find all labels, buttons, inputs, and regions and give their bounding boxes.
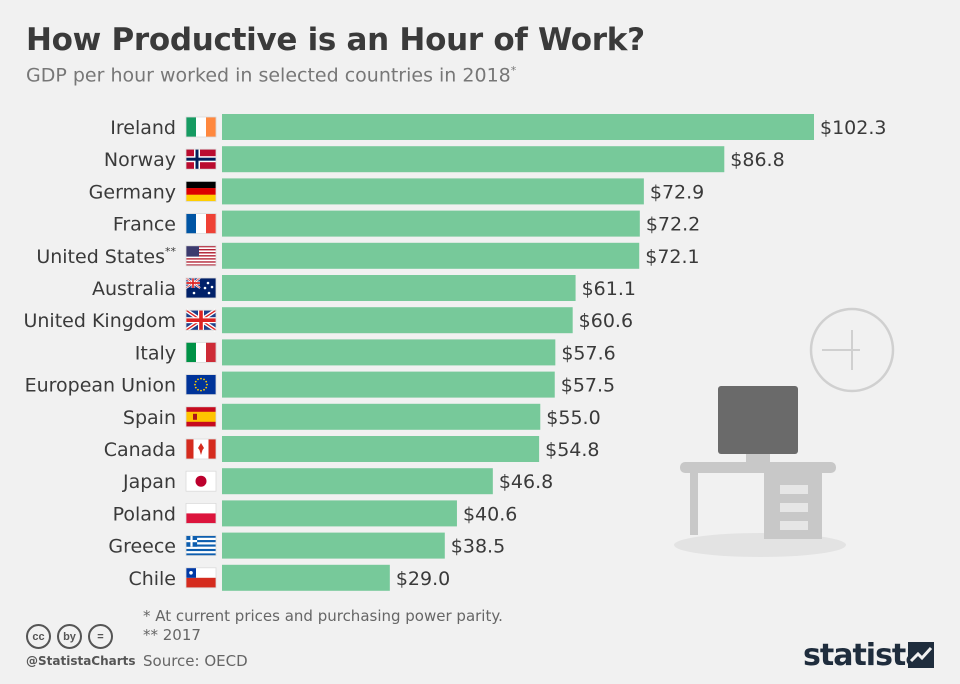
value-label-united-states: $72.1 [645,246,699,268]
value-label-greece: $38.5 [451,536,505,558]
bar-united-kingdom [222,307,573,334]
value-label-spain: $55.0 [546,407,600,429]
subtitle-footnote-mark: * [510,64,517,77]
category-label-united-states: United States** [36,245,176,268]
category-label-japan: Japan [122,471,176,493]
bar-european-union [222,371,555,398]
footnote-2017: ** 2017 [143,626,201,644]
value-label-norway: $86.8 [730,149,784,171]
value-label-japan: $46.8 [499,471,553,493]
bar-japan [222,468,493,495]
united-states-flag-icon [185,245,217,267]
category-label-france: France [113,214,176,236]
bar-chile [222,564,390,591]
source-note: Source: OECD [143,652,248,670]
chile-flag-icon [185,567,217,589]
clock-icon [809,307,895,393]
france-flag-icon [185,213,217,235]
bars-layer: Ireland $102.3 Norway $86.8 Germany $72.9 Fran… [23,114,886,591]
value-label-european-union: $57.5 [561,375,615,397]
greece-flag-icon [185,535,217,556]
canada-flag-icon [185,438,217,460]
japan-flag-icon [185,470,217,492]
computer-monitor-icon [718,386,798,462]
statista-logo-mark-icon [908,642,934,668]
category-label-greece: Greece [108,536,176,558]
category-label-germany: Germany [89,181,176,203]
category-label-canada: Canada [104,439,176,461]
value-label-australia: $61.1 [582,278,636,300]
office-illustration [674,307,895,557]
chart-title: How Productive is an Hour of Work? [26,22,645,58]
value-label-italy: $57.6 [561,342,615,364]
value-label-ireland: $102.3 [820,117,886,139]
cc-icon[interactable]: cc [26,624,51,649]
category-label-poland: Poland [113,503,176,525]
no-derivatives-icon[interactable]: = [88,624,113,649]
value-label-france: $72.2 [646,214,700,236]
bar-canada [222,436,540,462]
value-label-canada: $54.8 [545,439,599,461]
category-label-spain: Spain [123,407,176,429]
statista-logo[interactable]: statista [803,638,926,673]
bar-poland [222,500,457,527]
category-label-australia: Australia [92,278,176,300]
bar-spain [222,403,541,430]
value-label-poland: $40.6 [463,503,517,525]
category-label-chile: Chile [128,568,176,590]
ireland-flag-icon [185,116,217,138]
value-label-united-kingdom: $60.6 [579,310,633,332]
bar-france [222,210,640,237]
category-label-ireland: Ireland [110,117,176,139]
chart-subtitle: GDP per hour worked in selected countrie… [26,64,516,86]
italy-flag-icon [185,341,217,363]
bar-greece [222,532,445,559]
bar-germany [222,178,644,205]
value-label-chile: $29.0 [396,568,450,590]
footnote-ppp: * At current prices and purchasing power… [143,607,503,625]
value-label-germany: $72.9 [650,181,704,203]
creative-commons-icons: cc by = [26,624,113,649]
bar-ireland [222,114,814,140]
united-kingdom-flag-icon [184,308,218,332]
category-label-united-kingdom: United Kingdom [23,310,176,332]
subtitle-text: GDP per hour worked in selected countrie… [26,64,511,87]
bar-australia [222,275,576,301]
germany-flag-icon [185,180,217,202]
european-union-flag-icon [185,374,217,396]
bar-united-states [222,242,640,269]
desk-icon [680,462,836,539]
attribution-icon[interactable]: by [57,624,82,649]
category-label-european-union: European Union [25,375,176,397]
bar-norway [222,146,725,173]
norway-flag-icon [185,148,217,170]
twitter-handle[interactable]: @StatistaCharts [26,654,136,668]
bar-italy [222,339,556,366]
category-label-italy: Italy [135,342,176,364]
australia-flag-icon [185,277,217,299]
category-label-norway: Norway [104,149,176,171]
spain-flag-icon [185,406,217,428]
poland-flag-icon [185,502,217,524]
